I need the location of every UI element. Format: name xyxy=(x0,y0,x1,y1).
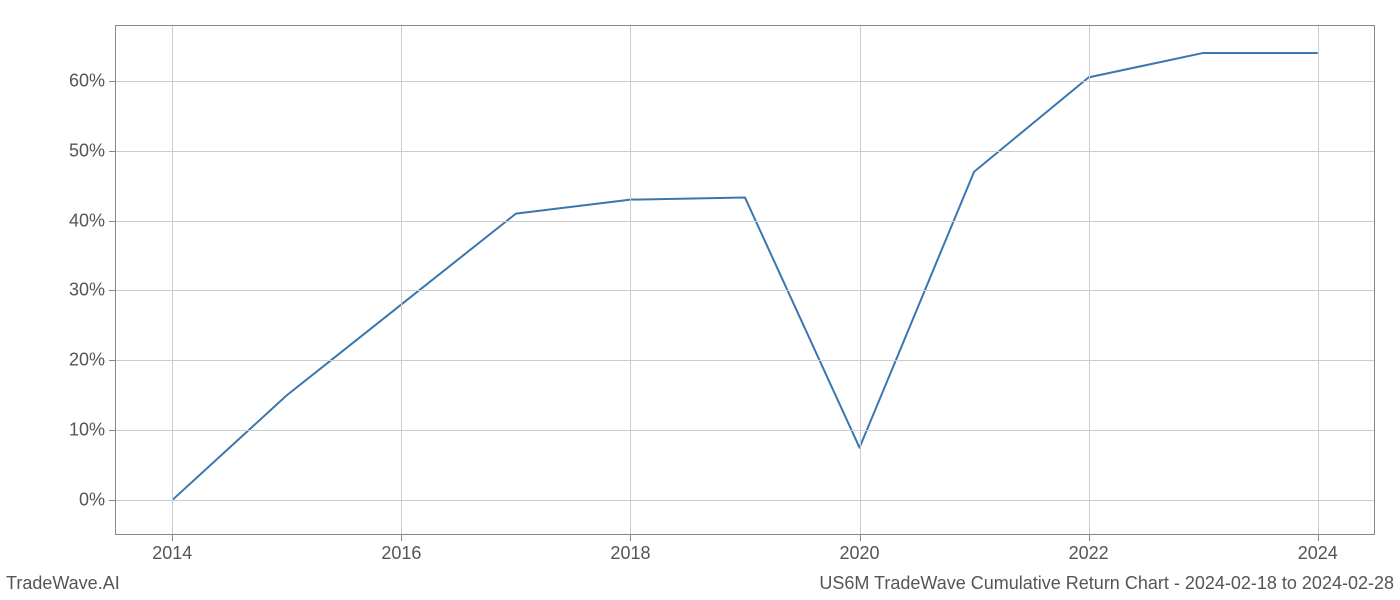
axis-spine xyxy=(115,534,1375,535)
grid-line-h xyxy=(115,151,1375,152)
grid-line-h xyxy=(115,360,1375,361)
grid-line-v xyxy=(172,25,173,535)
axis-spine xyxy=(1374,25,1375,535)
y-tick-label: 30% xyxy=(69,280,105,301)
grid-line-v xyxy=(630,25,631,535)
grid-line-v xyxy=(1089,25,1090,535)
x-tick-label: 2018 xyxy=(610,543,650,564)
grid-line-h xyxy=(115,500,1375,501)
x-tick-mark xyxy=(860,535,861,541)
plot-area: 0%10%20%30%40%50%60%20142016201820202022… xyxy=(115,25,1375,535)
x-tick-label: 2022 xyxy=(1069,543,1109,564)
return-line xyxy=(172,53,1317,500)
footer-right-text: US6M TradeWave Cumulative Return Chart -… xyxy=(819,573,1394,594)
grid-line-h xyxy=(115,290,1375,291)
y-tick-label: 50% xyxy=(69,140,105,161)
x-tick-label: 2024 xyxy=(1298,543,1338,564)
y-tick-label: 40% xyxy=(69,210,105,231)
x-tick-mark xyxy=(172,535,173,541)
grid-line-h xyxy=(115,221,1375,222)
y-tick-label: 20% xyxy=(69,350,105,371)
chart-container: 0% 10% 20% 30% 40% 50% 60% 2014 2016 2018 2020 2022… xyxy=(0,0,1400,600)
y-tick-label: 0% xyxy=(79,490,105,511)
footer-left-text: TradeWave.AI xyxy=(6,573,120,594)
grid-line-v xyxy=(401,25,402,535)
axis-spine xyxy=(115,25,116,535)
y-tick-label: 60% xyxy=(69,70,105,91)
x-tick-label: 2016 xyxy=(381,543,421,564)
grid-line-v xyxy=(860,25,861,535)
x-tick-mark xyxy=(1318,535,1319,541)
x-tick-label: 2020 xyxy=(840,543,880,564)
x-tick-label: 2014 xyxy=(152,543,192,564)
x-tick-mark xyxy=(401,535,402,541)
grid-line-v xyxy=(1318,25,1319,535)
line-series xyxy=(115,25,1375,535)
y-tick-label: 10% xyxy=(69,420,105,441)
axis-spine xyxy=(115,25,1375,26)
x-tick-mark xyxy=(630,535,631,541)
grid-line-h xyxy=(115,81,1375,82)
x-tick-mark xyxy=(1089,535,1090,541)
grid-line-h xyxy=(115,430,1375,431)
